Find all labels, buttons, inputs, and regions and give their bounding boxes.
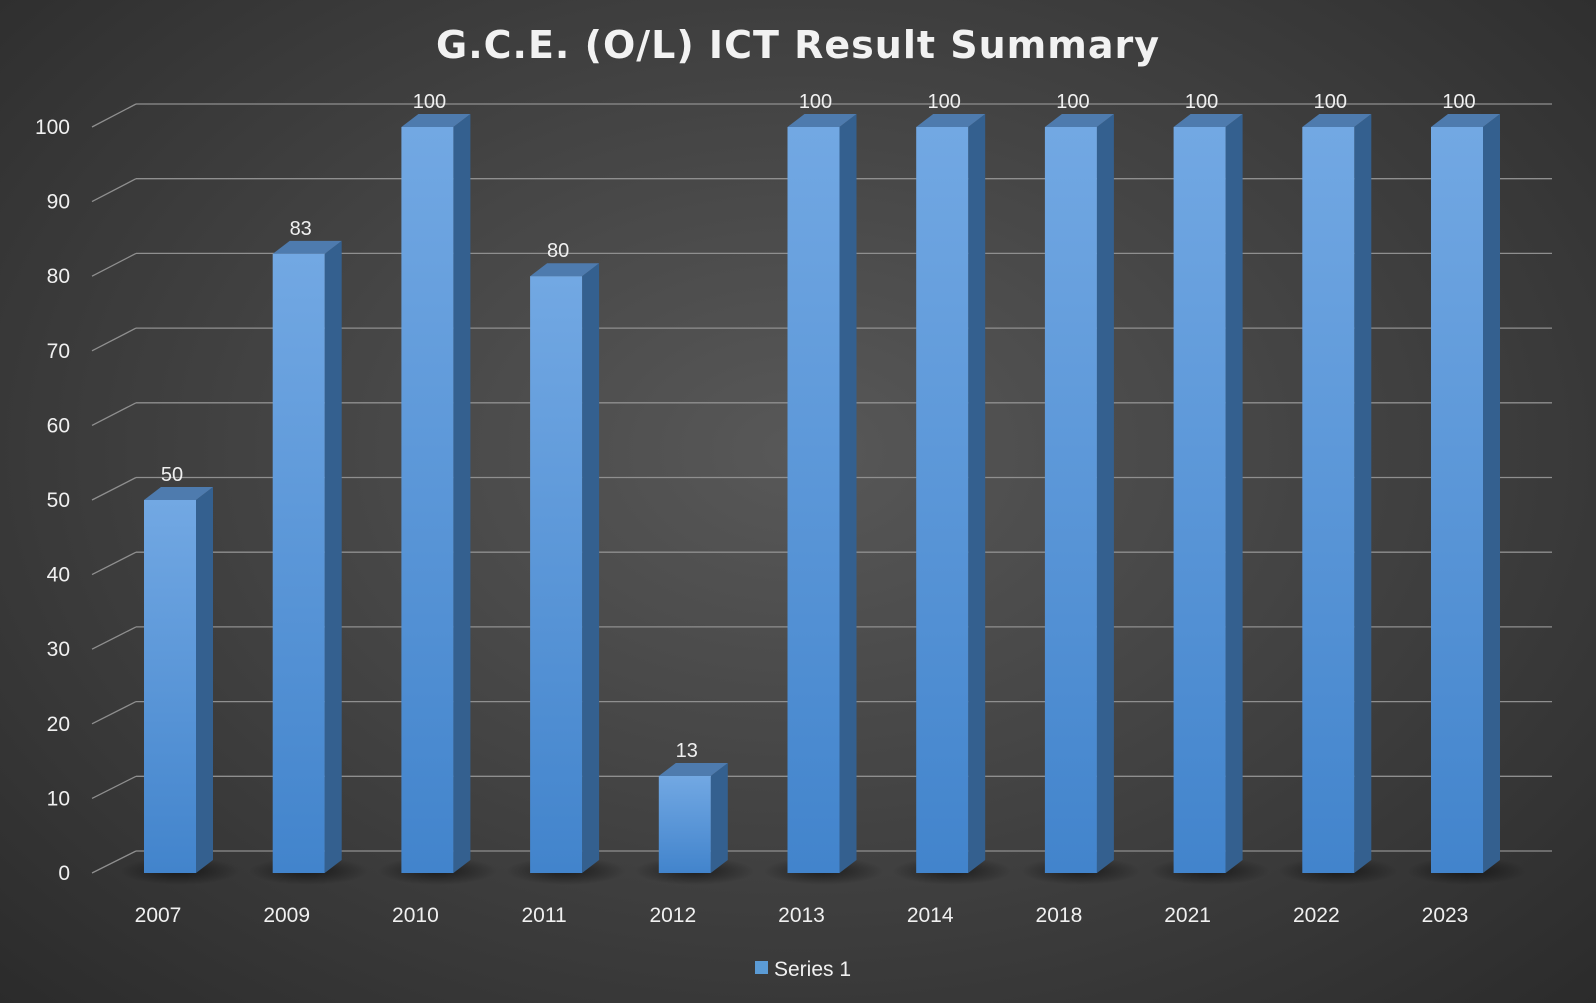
y-tick-label: 90 xyxy=(47,191,70,214)
bar-front xyxy=(530,276,583,873)
bar-side xyxy=(839,114,857,873)
data-label: 80 xyxy=(547,240,569,262)
x-tick-label: 2011 xyxy=(522,904,567,927)
bar-front xyxy=(272,253,325,873)
gridline-depth xyxy=(91,850,137,874)
bar-2018: 100 xyxy=(1021,91,1141,885)
bar-2011: 80 xyxy=(506,240,626,885)
bar-2009: 83 xyxy=(248,218,369,885)
bar-2013: 100 xyxy=(763,91,884,885)
bar-2021: 100 xyxy=(1149,91,1270,885)
gridline-depth xyxy=(91,103,137,128)
y-tick-label: 50 xyxy=(47,489,70,512)
data-label: 100 xyxy=(928,91,961,113)
bar-front xyxy=(1044,127,1097,873)
bar-front xyxy=(1173,127,1226,873)
bar-side xyxy=(1225,114,1243,873)
bar-top xyxy=(658,763,728,777)
bar-side xyxy=(582,263,600,873)
data-label: 100 xyxy=(1185,91,1218,113)
data-label: 100 xyxy=(1056,91,1089,113)
bar-front xyxy=(658,776,711,873)
bar-front xyxy=(787,127,840,873)
legend-swatch xyxy=(755,961,768,974)
data-label: 83 xyxy=(290,218,312,240)
x-tick-label: 2009 xyxy=(263,904,310,927)
y-tick-label: 30 xyxy=(47,638,70,661)
bar-top xyxy=(787,114,857,127)
x-tick-label: 2010 xyxy=(392,904,439,927)
chart-title: G.C.E. (O/L) ICT Result Summary xyxy=(436,23,1160,67)
bar-side xyxy=(1096,114,1114,873)
y-tick-label: 80 xyxy=(47,265,70,288)
bar-2010: 100 xyxy=(377,91,498,885)
gridline-depth xyxy=(91,402,137,426)
bar-top xyxy=(272,240,342,254)
bar-side xyxy=(1483,114,1500,873)
bar-front xyxy=(1431,127,1483,873)
y-tick-label: 0 xyxy=(58,862,70,885)
data-label: 13 xyxy=(676,740,698,762)
x-tick-label: 2014 xyxy=(907,904,954,927)
data-label: 100 xyxy=(1442,91,1475,113)
bar-top xyxy=(1173,114,1243,127)
legend: Series 1 xyxy=(755,958,851,981)
gridline-depth xyxy=(91,178,137,203)
gridline-depth xyxy=(91,626,137,650)
y-axis: 0 10 20 30 40 50 60 70 80 90 100 xyxy=(35,116,70,885)
gridline-depth xyxy=(91,476,137,501)
x-tick-label: 2022 xyxy=(1293,904,1340,927)
gridline-depth xyxy=(91,327,137,352)
bar-side xyxy=(196,487,213,873)
x-axis: 2007 2009 2010 2011 2012 2013 2014 2018 2021 2022… xyxy=(135,904,1469,927)
gridline-depth xyxy=(91,551,137,576)
x-tick-label: 2023 xyxy=(1422,904,1469,927)
bar-front xyxy=(401,127,454,873)
bar-top xyxy=(1044,114,1114,127)
bar-front xyxy=(1302,127,1355,873)
bar-side xyxy=(324,240,342,873)
x-tick-label: 2013 xyxy=(778,904,825,927)
bar-side xyxy=(710,763,728,873)
bar-side xyxy=(453,114,471,873)
y-tick-label: 20 xyxy=(47,713,70,736)
bar-2012: 13 xyxy=(635,740,755,885)
bar-2014: 100 xyxy=(892,91,1012,885)
bar-top xyxy=(1302,114,1372,127)
gridline-depth xyxy=(91,775,137,799)
x-tick-label: 2018 xyxy=(1036,904,1083,927)
bar-front xyxy=(144,500,196,873)
data-label: 100 xyxy=(1314,91,1347,113)
bar-top xyxy=(916,114,986,127)
y-tick-label: 60 xyxy=(47,414,70,437)
legend-label: Series 1 xyxy=(774,958,851,981)
bar-side xyxy=(1354,114,1372,873)
bars: 50 83 100 80 13 100 100 100 100 100 100 xyxy=(120,91,1527,885)
x-tick-label: 2007 xyxy=(135,904,182,927)
x-tick-label: 2021 xyxy=(1164,904,1211,927)
bar-2007: 50 xyxy=(120,464,240,885)
bar-2022: 100 xyxy=(1278,91,1399,885)
data-label: 50 xyxy=(161,464,183,486)
y-tick-label: 40 xyxy=(47,564,70,587)
bar-top xyxy=(144,487,213,500)
y-tick-label: 100 xyxy=(35,116,70,139)
bar-front xyxy=(916,127,969,873)
bar-top xyxy=(530,263,600,277)
bar-top xyxy=(1431,114,1500,127)
bar-top xyxy=(401,114,471,127)
bar-side xyxy=(968,114,986,873)
data-label: 100 xyxy=(413,91,446,113)
bar-2023: 100 xyxy=(1407,91,1527,885)
y-tick-label: 70 xyxy=(47,340,70,363)
data-label: 100 xyxy=(799,91,832,113)
gridline-depth xyxy=(91,252,137,277)
y-tick-label: 10 xyxy=(47,787,70,810)
gridline-depth xyxy=(91,701,137,725)
x-tick-label: 2012 xyxy=(649,904,696,927)
